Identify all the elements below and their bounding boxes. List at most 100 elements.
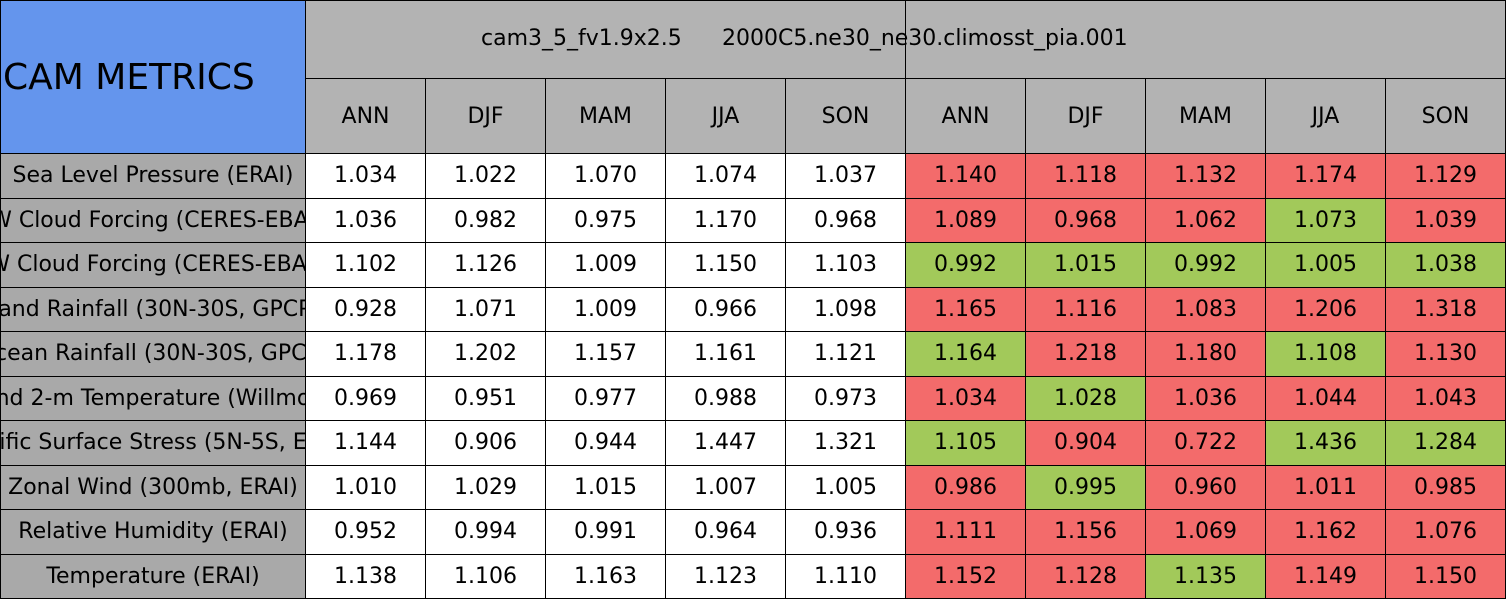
value-cell: 1.118 — [1025, 153, 1146, 199]
value-cell: 0.985 — [1385, 464, 1506, 510]
value-cell: 1.083 — [1145, 286, 1266, 332]
season-header: ANN — [305, 78, 426, 154]
row-label-text: Land 2-m Temperature (Willmott) — [1, 385, 305, 411]
value-cell: 0.944 — [545, 420, 666, 466]
season-header: MAM — [545, 78, 666, 154]
value-cell: 1.034 — [905, 375, 1026, 421]
group-name: 2000C5.ne30_ne30.climosst_pia.001 — [722, 26, 1128, 51]
value-cell: 1.218 — [1025, 331, 1146, 377]
value-cell: 1.076 — [1385, 509, 1506, 555]
value-cell: 1.150 — [1385, 553, 1506, 599]
value-cell: 1.105 — [905, 420, 1026, 466]
value-cell: 0.968 — [785, 197, 906, 243]
value-cell: 1.116 — [1025, 286, 1146, 332]
row-label: SW Cloud Forcing (CERES-EBAF) — [0, 197, 306, 243]
row-label: LW Cloud Forcing (CERES-EBAF) — [0, 242, 306, 288]
value-cell: 1.162 — [1265, 509, 1386, 555]
season-header: SON — [1385, 78, 1506, 154]
value-cell: 0.966 — [665, 286, 786, 332]
value-cell: 0.994 — [425, 509, 546, 555]
value-cell: 1.161 — [665, 331, 786, 377]
value-cell: 1.103 — [785, 242, 906, 288]
value-cell: 1.110 — [785, 553, 906, 599]
value-cell: 1.150 — [665, 242, 786, 288]
value-cell: 1.170 — [665, 197, 786, 243]
value-cell: 1.126 — [425, 242, 546, 288]
row-label-text: SW Cloud Forcing (CERES-EBAF) — [1, 207, 305, 233]
value-cell: 0.982 — [425, 197, 546, 243]
row-label-text: Temperature (ERAI) — [46, 563, 260, 589]
value-cell: 1.005 — [785, 464, 906, 510]
value-cell: 1.135 — [1145, 553, 1266, 599]
value-cell: 1.015 — [1025, 242, 1146, 288]
row-label: Land 2-m Temperature (Willmott) — [0, 375, 306, 421]
value-cell: 1.318 — [1385, 286, 1506, 332]
value-cell: 1.102 — [305, 242, 426, 288]
value-cell: 1.165 — [905, 286, 1026, 332]
group-header — [305, 0, 906, 79]
value-cell: 1.156 — [1025, 509, 1146, 555]
group-header — [905, 0, 1506, 79]
row-label: Relative Humidity (ERAI) — [0, 509, 306, 555]
value-cell: 0.992 — [1145, 242, 1266, 288]
value-cell: 1.036 — [1145, 375, 1266, 421]
value-cell: 1.447 — [665, 420, 786, 466]
title: CAM METRICS — [0, 0, 306, 154]
value-cell: 1.206 — [1265, 286, 1386, 332]
row-label: Zonal Wind (300mb, ERAI) — [0, 464, 306, 510]
value-cell: 0.992 — [905, 242, 1026, 288]
value-cell: 0.952 — [305, 509, 426, 555]
value-cell: 1.202 — [425, 331, 546, 377]
value-cell: 1.129 — [1385, 153, 1506, 199]
value-cell: 0.936 — [785, 509, 906, 555]
value-cell: 1.011 — [1265, 464, 1386, 510]
row-label: Pacific Surface Stress (5N-5S, ERS) — [0, 420, 306, 466]
value-cell: 1.005 — [1265, 242, 1386, 288]
value-cell: 1.108 — [1265, 331, 1386, 377]
value-cell: 0.904 — [1025, 420, 1146, 466]
value-cell: 1.144 — [305, 420, 426, 466]
value-cell: 1.163 — [545, 553, 666, 599]
value-cell: 0.964 — [665, 509, 786, 555]
value-cell: 1.180 — [1145, 331, 1266, 377]
value-cell: 1.152 — [905, 553, 1026, 599]
row-label: Ocean Rainfall (30N-30S, GPCP) — [0, 331, 306, 377]
value-cell: 1.164 — [905, 331, 1026, 377]
value-cell: 1.062 — [1145, 197, 1266, 243]
value-cell: 1.029 — [425, 464, 546, 510]
value-cell: 0.995 — [1025, 464, 1146, 510]
value-cell: 1.074 — [665, 153, 786, 199]
value-cell: 1.071 — [425, 286, 546, 332]
value-cell: 1.038 — [1385, 242, 1506, 288]
season-header: JJA — [665, 78, 786, 154]
value-cell: 0.988 — [665, 375, 786, 421]
season-header: DJF — [425, 78, 546, 154]
value-cell: 1.007 — [665, 464, 786, 510]
value-cell: 1.022 — [425, 153, 546, 199]
value-cell: 1.039 — [1385, 197, 1506, 243]
value-cell: 0.969 — [305, 375, 426, 421]
row-label: Sea Level Pressure (ERAI) — [0, 153, 306, 199]
value-cell: 1.128 — [1025, 553, 1146, 599]
value-cell: 0.991 — [545, 509, 666, 555]
value-cell: 0.906 — [425, 420, 546, 466]
value-cell: 1.178 — [305, 331, 426, 377]
value-cell: 1.138 — [305, 553, 426, 599]
value-cell: 1.121 — [785, 331, 906, 377]
row-label-text: Zonal Wind (300mb, ERAI) — [8, 474, 298, 500]
row-label-text: Relative Humidity (ERAI) — [18, 519, 288, 545]
value-cell: 1.037 — [785, 153, 906, 199]
value-cell: 1.098 — [785, 286, 906, 332]
row-label-text: Land Rainfall (30N-30S, GPCP) — [0, 296, 306, 322]
value-cell: 1.106 — [425, 553, 546, 599]
value-cell: 1.036 — [305, 197, 426, 243]
value-cell: 0.928 — [305, 286, 426, 332]
value-cell: 1.070 — [545, 153, 666, 199]
value-cell: 0.722 — [1145, 420, 1266, 466]
value-cell: 1.010 — [305, 464, 426, 510]
season-header: ANN — [905, 78, 1026, 154]
value-cell: 0.960 — [1145, 464, 1266, 510]
value-cell: 1.043 — [1385, 375, 1506, 421]
value-cell: 1.321 — [785, 420, 906, 466]
